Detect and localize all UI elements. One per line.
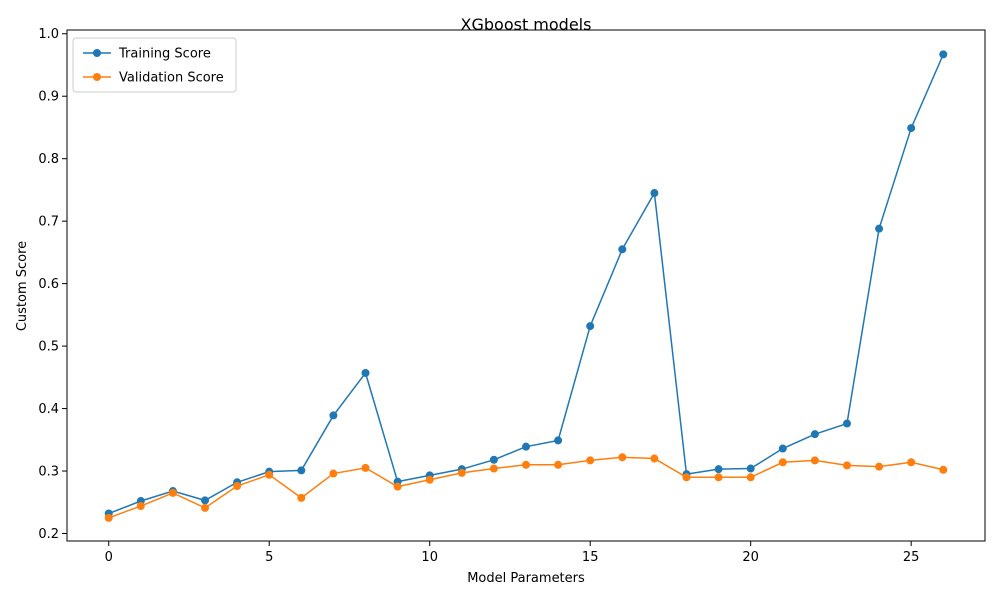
y-tick-label: 0.5 xyxy=(38,340,59,355)
data-point xyxy=(746,464,755,473)
legend-label: Validation Score xyxy=(119,71,224,86)
data-point xyxy=(842,419,851,428)
data-point xyxy=(714,473,723,482)
y-tick-label: 0.4 xyxy=(38,402,59,417)
x-tick-label: 5 xyxy=(265,550,273,565)
data-point xyxy=(842,461,851,470)
x-tick-label: 25 xyxy=(903,550,920,565)
x-tick-label: 10 xyxy=(421,550,438,565)
data-point xyxy=(201,496,210,505)
legend-label: Training Score xyxy=(118,47,211,62)
data-point xyxy=(489,464,498,473)
y-tick-label: 0.3 xyxy=(38,465,59,480)
data-point xyxy=(939,465,948,474)
y-tick-label: 0.2 xyxy=(38,527,59,542)
y-axis-label: Custom Score xyxy=(15,241,30,331)
data-point xyxy=(939,50,948,59)
data-point xyxy=(650,454,659,463)
data-point xyxy=(393,482,402,491)
data-point xyxy=(907,458,916,467)
data-point xyxy=(810,430,819,439)
chart-title: XGboost models xyxy=(461,15,592,34)
data-point xyxy=(361,463,370,472)
data-point xyxy=(522,460,530,469)
data-point xyxy=(233,482,242,491)
data-point xyxy=(682,473,691,482)
data-point xyxy=(168,488,177,497)
data-point xyxy=(136,502,145,511)
x-tick-label: 20 xyxy=(742,550,759,565)
legend-marker xyxy=(93,49,101,57)
data-point xyxy=(425,475,434,484)
data-point xyxy=(361,368,370,377)
y-tick-label: 0.7 xyxy=(38,215,59,230)
data-point xyxy=(104,513,113,522)
data-point xyxy=(714,465,723,474)
x-tick-label: 15 xyxy=(582,550,599,565)
data-point xyxy=(778,444,787,453)
data-point xyxy=(810,456,819,465)
x-axis-label: Model Parameters xyxy=(467,571,585,586)
data-point xyxy=(618,245,627,254)
data-point xyxy=(586,456,595,465)
data-point xyxy=(265,470,274,479)
data-point xyxy=(586,322,595,331)
data-point xyxy=(907,124,916,133)
data-point xyxy=(778,458,787,467)
data-point xyxy=(618,453,627,462)
y-tick-label: 0.8 xyxy=(38,152,59,167)
legend: Training Score Validation Score xyxy=(72,37,237,93)
y-tick-label: 0.6 xyxy=(38,277,59,292)
data-point xyxy=(297,493,306,502)
plot-area: 0 5 10 15 20 25 0.2 0.3 0.4 0.5 0.6 0.7 0.8 0.9 1.0 xyxy=(38,27,986,565)
data-point xyxy=(554,460,563,469)
data-point xyxy=(650,189,659,198)
data-point xyxy=(522,442,530,451)
data-point xyxy=(201,503,210,512)
y-tick-label: 0.9 xyxy=(38,90,59,105)
data-point xyxy=(329,469,338,478)
data-point xyxy=(297,466,306,475)
data-point xyxy=(457,468,466,477)
data-point xyxy=(746,473,755,482)
data-point xyxy=(554,436,563,445)
data-point xyxy=(489,455,498,464)
legend-box xyxy=(72,37,237,93)
data-point xyxy=(329,411,338,420)
axes-frame xyxy=(66,29,986,542)
legend-marker xyxy=(93,73,101,81)
data-point xyxy=(875,224,884,233)
y-tick-label: 1.0 xyxy=(38,27,59,42)
data-point xyxy=(875,462,884,471)
x-tick-label: 0 xyxy=(105,550,113,565)
series-1 xyxy=(104,453,948,522)
